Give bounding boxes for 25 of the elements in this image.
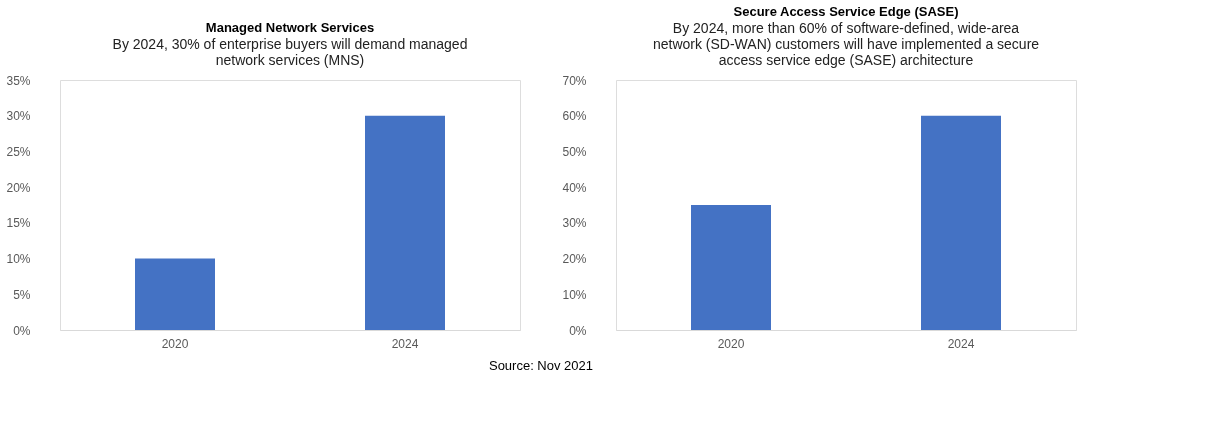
y-tick-label: 35% — [6, 73, 31, 88]
y-tick-label: 40% — [562, 180, 587, 195]
y-tick-label: 30% — [562, 216, 587, 231]
x-tick-label: 2024 — [947, 336, 975, 351]
y-tick-label: 20% — [562, 252, 587, 267]
chart-title: Managed Network Services — [205, 20, 375, 35]
x-tick-label: 2020 — [717, 336, 745, 351]
y-tick-label: 70% — [562, 73, 587, 88]
chart-subtitle: By 2024, 30% of enterprise buyers will demand managed network services (MNS) — [112, 36, 468, 68]
x-tick-label: 2020 — [161, 336, 189, 351]
y-tick-label: 10% — [6, 252, 31, 267]
y-tick-label: 20% — [6, 180, 31, 195]
y-tick-label: 0% — [569, 323, 587, 338]
y-tick-label: 25% — [6, 144, 31, 159]
y-tick-label: 30% — [6, 109, 31, 124]
x-tick-label: 2024 — [391, 336, 419, 351]
chart-title: Secure Access Service Edge (SASE) — [733, 4, 959, 19]
y-tick-label: 5% — [13, 287, 31, 302]
chart-subtitle: By 2024, more than 60% of software-defined, wide-area network (SD-WAN) customers will have implemented a secure access service edge (SASE) architecture — [652, 20, 1040, 68]
y-tick-label: 15% — [6, 216, 31, 231]
y-tick-label: 10% — [562, 287, 587, 302]
y-tick-label: 50% — [562, 144, 587, 159]
source-note: Source: Nov 2021 — [488, 357, 594, 373]
y-tick-label: 60% — [562, 109, 587, 124]
y-tick-label: 0% — [13, 323, 31, 338]
